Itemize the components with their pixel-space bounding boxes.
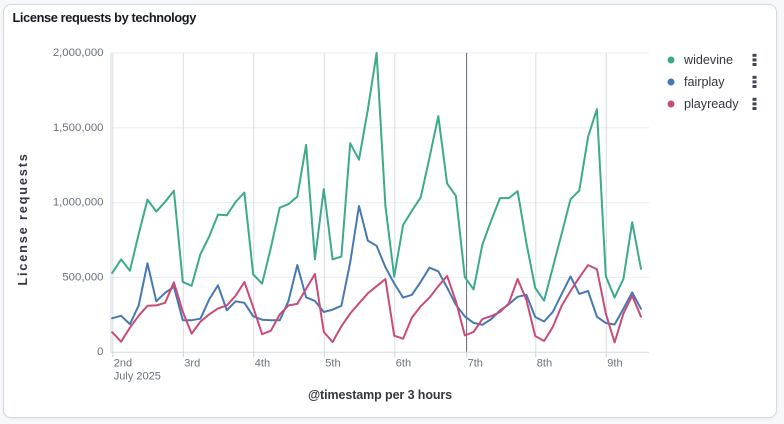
- svg-text:4th: 4th: [255, 358, 270, 370]
- svg-text:3rd: 3rd: [184, 358, 200, 370]
- svg-text:2nd: 2nd: [114, 358, 132, 370]
- svg-text:1,500,000: 1,500,000: [53, 122, 104, 134]
- svg-text:6th: 6th: [396, 358, 411, 370]
- svg-text:playready: playready: [684, 97, 739, 111]
- svg-text:2,000,000: 2,000,000: [53, 47, 104, 59]
- svg-text:July 2025: July 2025: [114, 371, 161, 383]
- svg-text:5th: 5th: [325, 358, 340, 370]
- svg-text:500,000: 500,000: [62, 271, 103, 283]
- svg-text:9th: 9th: [607, 358, 622, 370]
- svg-text:License requests: License requests: [15, 152, 30, 285]
- svg-text:fairplay: fairplay: [684, 75, 725, 89]
- svg-text:7th: 7th: [468, 358, 483, 370]
- svg-text:1,000,000: 1,000,000: [53, 197, 104, 209]
- svg-text:0: 0: [97, 346, 103, 358]
- svg-text:@timestamp per 3 hours: @timestamp per 3 hours: [308, 388, 452, 402]
- svg-text:widevine: widevine: [683, 53, 733, 67]
- svg-text:8th: 8th: [537, 358, 552, 370]
